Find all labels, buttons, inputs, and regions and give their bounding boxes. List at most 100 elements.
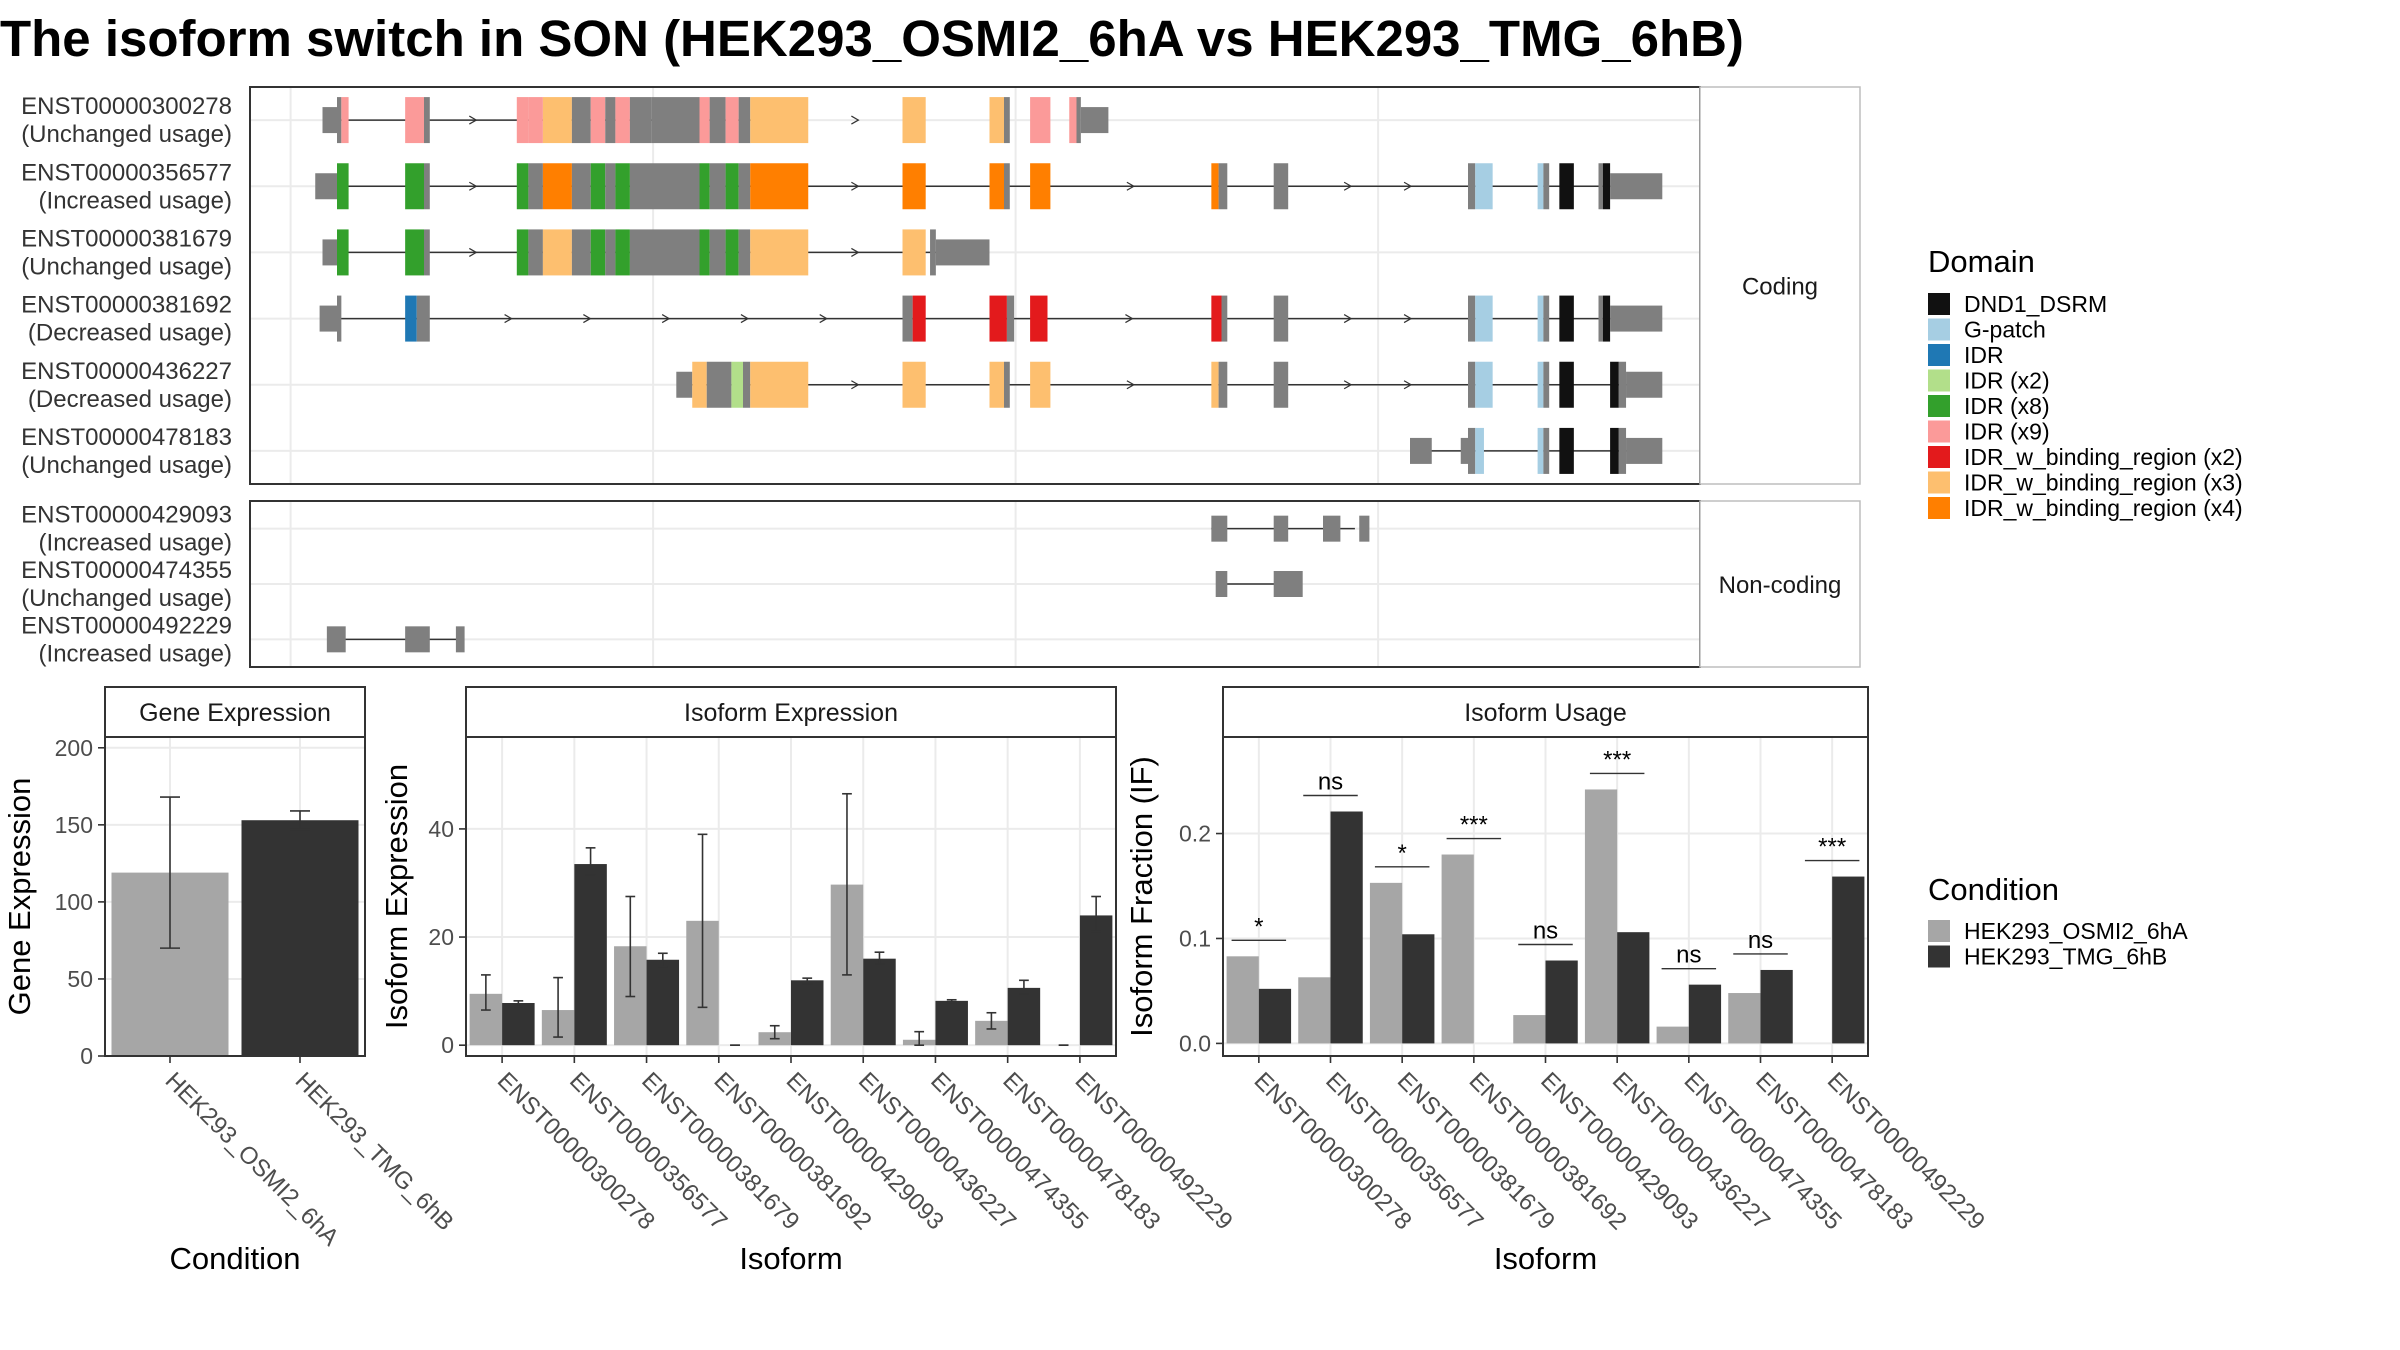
chart-strip <box>465 686 1117 738</box>
noncoding-strip <box>1699 500 1861 668</box>
direction-arrow <box>851 247 860 257</box>
y-axis-title: Isoform Expression <box>379 764 414 1029</box>
domain-block <box>405 295 417 342</box>
direction-arrow <box>1343 314 1353 324</box>
exon-block <box>1211 515 1228 542</box>
exon-block <box>1273 295 1289 342</box>
exon-block <box>1468 427 1476 474</box>
bar <box>1617 932 1650 1044</box>
domain-block <box>1030 361 1051 408</box>
domain-block <box>912 295 926 342</box>
domain-block <box>1559 295 1574 342</box>
transcript-structure-plot: ENST00000300278(Unchanged usage)ENST0000… <box>21 86 1861 668</box>
exon-block <box>337 295 342 342</box>
transcript-usage-label: (Increased usage) <box>39 187 232 214</box>
domain-block <box>1211 295 1222 342</box>
exon-block <box>629 97 652 144</box>
coding-strip <box>1699 86 1861 485</box>
domain-block <box>902 97 926 144</box>
direction-arrow <box>740 314 750 324</box>
significance-label: * <box>1254 913 1263 940</box>
exon-block <box>1218 361 1228 408</box>
y-tick-label: 0.2 <box>1179 821 1211 847</box>
legend-label: HEK293_TMG_6hB <box>1964 944 2167 970</box>
domain-block <box>1559 163 1574 210</box>
x-axis-title: Isoform <box>1494 1241 1597 1276</box>
exon-block <box>1543 361 1550 408</box>
transcript-id-label: ENST00000381692 <box>21 292 232 319</box>
exon-block <box>1543 163 1550 210</box>
exon-block <box>629 163 700 210</box>
condition-legend-title: Condition <box>1928 872 2059 907</box>
domain-block <box>725 97 739 144</box>
y-axis-title: Gene Expression <box>2 778 37 1016</box>
direction-arrow <box>851 380 860 390</box>
direction-arrow <box>1343 380 1353 390</box>
bar <box>935 1000 968 1046</box>
exon-block <box>738 97 751 144</box>
exon-block <box>1218 163 1228 210</box>
domain-block <box>1537 427 1544 474</box>
exon-block <box>424 229 430 276</box>
x-axis-title: Condition <box>170 1241 301 1276</box>
transcript-usage-label: (Unchanged usage) <box>21 585 232 612</box>
direction-arrow <box>1403 380 1413 390</box>
domain-block <box>516 229 529 276</box>
y-tick-label: 40 <box>428 816 454 842</box>
transcript-usage-label: (Decreased usage) <box>28 386 232 413</box>
exon-block <box>605 97 616 144</box>
legend-label: IDR_w_binding_region (x2) <box>1964 444 2243 470</box>
bar <box>1079 915 1113 1046</box>
exon-block <box>709 163 726 210</box>
coding-panel-bg <box>250 87 1700 484</box>
domain-block <box>615 97 630 144</box>
direction-arrow <box>851 115 860 125</box>
exon-block <box>571 229 591 276</box>
domain-legend-title: Domain <box>1928 244 2035 279</box>
transcript-usage-label: (Increased usage) <box>39 530 232 557</box>
exon-block <box>706 361 732 408</box>
domain-block <box>989 97 1004 144</box>
domain-block <box>590 229 606 276</box>
chart-strip <box>104 686 366 738</box>
exon-block <box>315 173 337 200</box>
direction-arrow <box>661 314 671 324</box>
exon-block <box>1215 571 1228 597</box>
exon-block <box>1543 295 1550 342</box>
exon-block <box>571 163 591 210</box>
domain-block <box>902 229 926 276</box>
chart-strip <box>1222 686 1869 738</box>
legend-swatch <box>1928 920 1950 942</box>
domain-block <box>1610 361 1619 408</box>
legend-label: IDR (x2) <box>1964 368 2050 394</box>
figure-title: The isoform switch in SON (HEK293_OSMI2_… <box>0 10 1744 67</box>
exon-block <box>337 97 342 144</box>
exon-block <box>709 229 726 276</box>
domain-block <box>1602 295 1611 342</box>
exon-block <box>424 97 430 144</box>
exon-block <box>1468 295 1476 342</box>
exon-block <box>571 97 591 144</box>
direction-arrow <box>1126 181 1136 191</box>
bar <box>1584 789 1618 1044</box>
domain-block <box>1475 295 1493 342</box>
transcript-usage-label: (Unchanged usage) <box>21 452 232 479</box>
exon-block <box>1221 295 1228 342</box>
exon-block <box>902 295 913 342</box>
significance-label: *** <box>1818 834 1846 861</box>
domain-block <box>1211 361 1219 408</box>
legend-swatch <box>1928 369 1950 392</box>
exon-block <box>1543 427 1550 474</box>
legend-swatch <box>1928 945 1950 968</box>
bar <box>1330 811 1363 1044</box>
transcript-id-label: ENST00000492229 <box>21 612 232 639</box>
domain-block <box>699 163 710 210</box>
significance-label: ns <box>1533 918 1558 945</box>
domain-block <box>699 97 710 144</box>
exon-block <box>528 229 543 276</box>
exon-block <box>528 163 543 210</box>
exon-block <box>1598 163 1603 210</box>
